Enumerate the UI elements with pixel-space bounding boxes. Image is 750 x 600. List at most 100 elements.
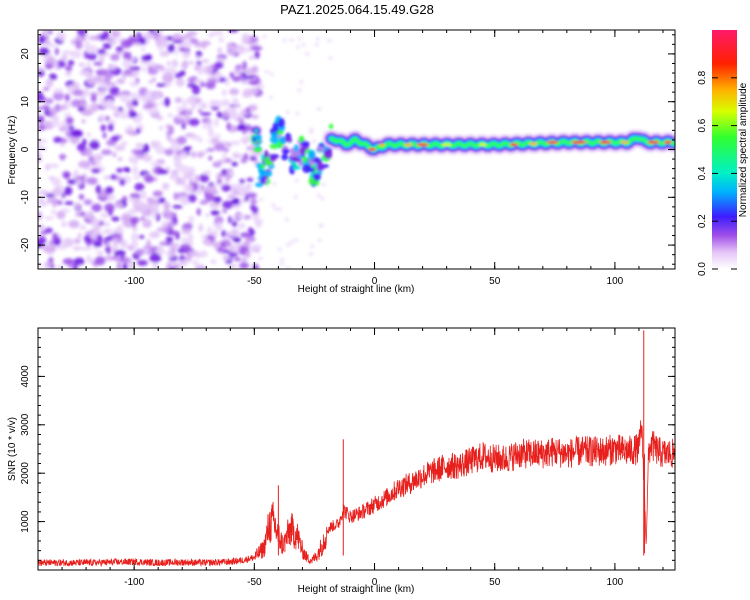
- noise-blob: [128, 155, 139, 164]
- noise-blob: [100, 124, 107, 132]
- noise-blob: [241, 257, 247, 264]
- noise-blob: [88, 35, 101, 41]
- noise-blob: [140, 216, 145, 221]
- noise-blob: [102, 221, 111, 227]
- noise-blob: [250, 45, 263, 51]
- noise-blob: [155, 212, 161, 222]
- noise-blob: [75, 178, 83, 186]
- noise-blob: [174, 50, 179, 56]
- noise-blob: [150, 161, 162, 167]
- noise-blob: [199, 250, 208, 258]
- noise-blob: [72, 246, 83, 251]
- noise-blob: [165, 236, 174, 243]
- noise-blob: [148, 106, 159, 116]
- noise-blob: [164, 148, 174, 156]
- noise-blob: [53, 91, 64, 101]
- noise-blob: [93, 61, 103, 66]
- noise-blob: [112, 239, 119, 247]
- noise-blob: [139, 95, 145, 101]
- ridge-blob: [282, 148, 290, 154]
- noise-blob: [240, 157, 248, 164]
- noise-blob: [174, 72, 183, 79]
- ridge-hotspot: [509, 143, 518, 147]
- noise-blob: [231, 76, 242, 82]
- noise-blob: [76, 30, 88, 36]
- noise-blob: [282, 38, 287, 43]
- noise-blob: [49, 263, 55, 269]
- noise-blob: [89, 103, 96, 110]
- noise-blob: [200, 234, 207, 239]
- ridge-blob: [253, 147, 262, 153]
- noise-blob: [286, 266, 291, 269]
- noise-blob: [204, 212, 210, 218]
- noise-blob: [183, 222, 193, 230]
- y-tick-label: -20: [20, 237, 31, 252]
- noise-blob: [60, 153, 65, 161]
- noise-blob: [121, 71, 128, 78]
- noise-blob: [51, 115, 60, 121]
- ridge-blob: [316, 166, 325, 171]
- noise-blob: [135, 127, 141, 134]
- noise-blob: [131, 71, 140, 76]
- noise-blob: [220, 100, 231, 107]
- noise-blob: [127, 51, 132, 61]
- noise-blob: [38, 262, 43, 268]
- noise-blob: [180, 61, 189, 69]
- noise-blob: [269, 72, 274, 76]
- noise-blob: [156, 83, 167, 87]
- y-tick-label: 10: [20, 96, 31, 108]
- ridge-blob: [269, 155, 277, 162]
- noise-blob: [91, 153, 104, 159]
- noise-blob: [116, 51, 123, 55]
- noise-blob: [106, 99, 115, 108]
- noise-blob: [180, 151, 188, 159]
- noise-blob: [233, 237, 242, 243]
- snr-frame: [37, 327, 676, 571]
- ridge-blob: [308, 176, 315, 186]
- noise-blob: [119, 257, 132, 264]
- noise-blob: [297, 37, 302, 41]
- noise-blob: [211, 30, 224, 36]
- noise-blob: [38, 111, 42, 117]
- noise-blob: [56, 211, 66, 220]
- noise-blob: [78, 194, 85, 200]
- noise-blob: [294, 178, 299, 183]
- noise-blob: [86, 52, 97, 61]
- noise-blob: [206, 226, 213, 236]
- noise-blob: [172, 204, 183, 209]
- noise-blob: [229, 72, 235, 79]
- noise-blob: [196, 151, 205, 158]
- noise-blob: [99, 80, 107, 90]
- noise-blob: [70, 99, 83, 108]
- noise-blob: [317, 238, 322, 242]
- noise-blob: [165, 212, 174, 220]
- colorbar: 0.0 0.2 0.4 0.6 0.8 Normalized spectral ampl…: [697, 30, 749, 276]
- colorbar-ticks: 0.0 0.2 0.4 0.6 0.8: [697, 70, 737, 276]
- noise-blob: [239, 262, 250, 269]
- noise-blob: [70, 129, 82, 138]
- noise-blob: [91, 161, 96, 166]
- noise-blob: [231, 98, 238, 103]
- noise-blob: [211, 106, 220, 111]
- noise-blob: [38, 138, 44, 144]
- noise-blob: [155, 247, 165, 256]
- noise-blob: [296, 45, 301, 49]
- snr-axes: -100 -50 0 50 100 1000 2000 3000 4000: [20, 327, 675, 588]
- noise-blob: [255, 220, 262, 228]
- ridge-hotspot: [529, 142, 538, 146]
- noise-blob: [122, 262, 128, 269]
- noise-blob: [129, 216, 140, 224]
- noise-blob: [163, 201, 171, 211]
- noise-blob: [205, 80, 216, 90]
- noise-blob: [105, 81, 117, 87]
- noise-blob: [197, 266, 203, 269]
- noise-blob: [135, 143, 144, 148]
- noise-blob: [105, 115, 110, 122]
- noise-blob: [152, 190, 162, 197]
- colorbar-tick-label: 0.2: [697, 214, 708, 228]
- noise-blob: [93, 241, 103, 248]
- noise-blob: [149, 231, 161, 239]
- ridge-hotspot: [441, 143, 452, 147]
- noise-blob: [46, 78, 54, 88]
- noise-blob: [237, 123, 247, 131]
